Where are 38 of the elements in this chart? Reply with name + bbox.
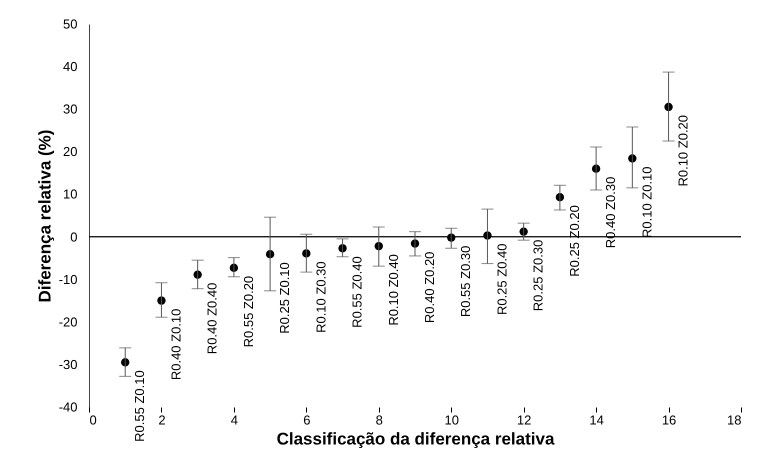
x-tick-label: 12 bbox=[516, 412, 532, 428]
y-tick-label: 50 bbox=[63, 16, 78, 32]
y-tick-label: 30 bbox=[63, 102, 78, 117]
y-tick-label: 0 bbox=[70, 229, 78, 244]
annotation: R0.55 Z0.20 bbox=[240, 276, 256, 348]
y-tick-label: 10 bbox=[63, 186, 78, 202]
x-tick-label: 4 bbox=[230, 412, 238, 428]
y-tick-label: -30 bbox=[58, 356, 78, 372]
x-tick-label: 14 bbox=[589, 412, 604, 428]
annotation: R0.55 Z0.10 bbox=[132, 370, 148, 442]
y-tick-label: -20 bbox=[58, 314, 78, 330]
x-tick-label: 6 bbox=[303, 412, 310, 428]
annotation: R0.55 Z0.30 bbox=[458, 246, 474, 318]
y-tick-label: 40 bbox=[63, 59, 78, 74]
annotation: R0.55 Z0.40 bbox=[350, 256, 365, 328]
x-tick-label: 8 bbox=[376, 412, 383, 428]
annotation: R0.10 Z0.30 bbox=[313, 261, 328, 333]
annotation: R0.40 Z0.40 bbox=[204, 282, 220, 354]
annotation: R0.40 Z0.30 bbox=[603, 176, 618, 248]
y-tick-label: -10 bbox=[58, 272, 78, 287]
annotation: R0.10 Z0.20 bbox=[676, 114, 691, 187]
annotation: R0.25 Z0.40 bbox=[494, 244, 510, 316]
x-tick-label: 0 bbox=[90, 412, 97, 428]
y-tick-label: -40 bbox=[58, 400, 78, 414]
x-tick-label: 10 bbox=[444, 412, 459, 428]
y-tick-label: 20 bbox=[63, 144, 78, 160]
y-axis-title: Diferença relativa (%) bbox=[36, 130, 55, 302]
x-axis-title: Classificação da diferença relativa bbox=[276, 430, 555, 448]
x-tick-label: 16 bbox=[662, 412, 676, 428]
annotation: R0.40 Z0.10 bbox=[168, 308, 184, 380]
annotation: R0.25 Z0.30 bbox=[530, 240, 546, 312]
annotation: R0.40 Z0.20 bbox=[422, 252, 437, 324]
annotation: R0.25 Z0.20 bbox=[566, 205, 582, 277]
annotation: R0.25 Z0.10 bbox=[277, 262, 292, 334]
annotation: R0.10 Z0.10 bbox=[639, 166, 654, 238]
x-tick-label: 18 bbox=[727, 412, 742, 428]
annotation: R0.10 Z0.40 bbox=[386, 254, 401, 326]
x-tick-label: 2 bbox=[158, 412, 166, 428]
